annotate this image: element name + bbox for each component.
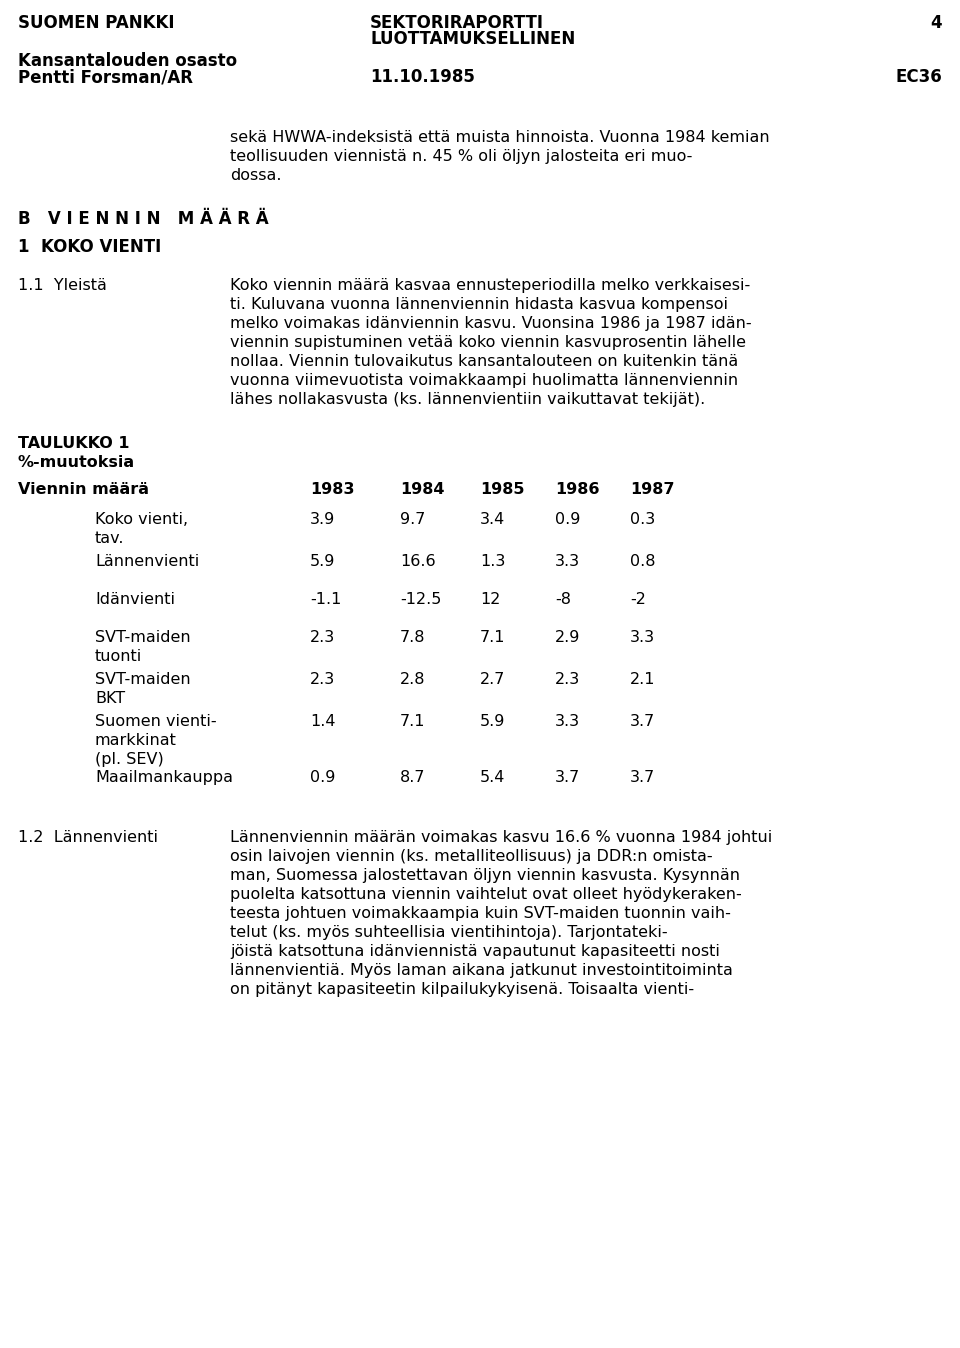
Text: 3.3: 3.3 <box>630 630 655 644</box>
Text: Koko vienti,: Koko vienti, <box>95 512 188 527</box>
Text: 1.3: 1.3 <box>480 554 505 569</box>
Text: nollaa. Viennin tulovaikutus kansantalouteen on kuitenkin tänä: nollaa. Viennin tulovaikutus kansantalou… <box>230 355 738 369</box>
Text: 2.3: 2.3 <box>310 630 335 644</box>
Text: vuonna viimevuotista voimakkaampi huolimatta lännenviennin: vuonna viimevuotista voimakkaampi huolim… <box>230 373 738 388</box>
Text: 4: 4 <box>930 13 942 32</box>
Text: -1.1: -1.1 <box>310 592 342 607</box>
Text: B   V I E N N I N   M Ä Ä R Ä: B V I E N N I N M Ä Ä R Ä <box>18 210 269 228</box>
Text: 1.2  Lännenvienti: 1.2 Lännenvienti <box>18 830 158 845</box>
Text: SVT-maiden: SVT-maiden <box>95 630 191 644</box>
Text: 1985: 1985 <box>480 483 524 497</box>
Text: 2.3: 2.3 <box>310 673 335 687</box>
Text: 2.9: 2.9 <box>555 630 581 644</box>
Text: -12.5: -12.5 <box>400 592 442 607</box>
Text: 7.8: 7.8 <box>400 630 425 644</box>
Text: 2.8: 2.8 <box>400 673 425 687</box>
Text: lännenvientiä. Myös laman aikana jatkunut investointitoiminta: lännenvientiä. Myös laman aikana jatkunu… <box>230 962 732 979</box>
Text: Suomen vienti-: Suomen vienti- <box>95 714 217 729</box>
Text: EC36: EC36 <box>896 67 942 86</box>
Text: osin laivojen viennin (ks. metalliteollisuus) ja DDR:n omista-: osin laivojen viennin (ks. metalliteolli… <box>230 849 712 864</box>
Text: 11.10.1985: 11.10.1985 <box>370 67 475 86</box>
Text: 2.1: 2.1 <box>630 673 656 687</box>
Text: 16.6: 16.6 <box>400 554 436 569</box>
Text: Lännenviennin määrän voimakas kasvu 16.6 % vuonna 1984 johtui: Lännenviennin määrän voimakas kasvu 16.6… <box>230 830 772 845</box>
Text: viennin supistuminen vetää koko viennin kasvuprosentin lähelle: viennin supistuminen vetää koko viennin … <box>230 336 746 350</box>
Text: Pentti Forsman/AR: Pentti Forsman/AR <box>18 67 193 86</box>
Text: SEKTORIRAPORTTI: SEKTORIRAPORTTI <box>370 13 544 32</box>
Text: 3.7: 3.7 <box>630 714 656 729</box>
Text: Lännenvienti: Lännenvienti <box>95 554 200 569</box>
Text: on pitänyt kapasiteetin kilpailukykyisenä. Toisaalta vienti-: on pitänyt kapasiteetin kilpailukykyisen… <box>230 981 694 998</box>
Text: teesta johtuen voimakkaampia kuin SVT-maiden tuonnin vaih-: teesta johtuen voimakkaampia kuin SVT-ma… <box>230 906 731 921</box>
Text: jöistä katsottuna idänviennistä vapautunut kapasiteetti nosti: jöistä katsottuna idänviennistä vapautun… <box>230 944 720 958</box>
Text: 2.3: 2.3 <box>555 673 580 687</box>
Text: Maailmankauppa: Maailmankauppa <box>95 770 233 785</box>
Text: 1  KOKO VIENTI: 1 KOKO VIENTI <box>18 239 161 256</box>
Text: markkinat: markkinat <box>95 733 177 748</box>
Text: Kansantalouden osasto: Kansantalouden osasto <box>18 53 237 70</box>
Text: melko voimakas idänviennin kasvu. Vuonsina 1986 ja 1987 idän-: melko voimakas idänviennin kasvu. Vuonsi… <box>230 315 752 332</box>
Text: BKT: BKT <box>95 692 125 706</box>
Text: telut (ks. myös suhteellisia vientihintoja). Tarjontateki-: telut (ks. myös suhteellisia vientihinto… <box>230 925 667 940</box>
Text: %-muutoksia: %-muutoksia <box>18 456 135 470</box>
Text: 5.9: 5.9 <box>480 714 505 729</box>
Text: -2: -2 <box>630 592 646 607</box>
Text: ti. Kuluvana vuonna lännenviennin hidasta kasvua kompensoi: ti. Kuluvana vuonna lännenviennin hidast… <box>230 297 728 311</box>
Text: lähes nollakasvusta (ks. lännenvientiin vaikuttavat tekijät).: lähes nollakasvusta (ks. lännenvientiin … <box>230 392 706 407</box>
Text: Viennin määrä: Viennin määrä <box>18 483 149 497</box>
Text: 1.4: 1.4 <box>310 714 335 729</box>
Text: 9.7: 9.7 <box>400 512 425 527</box>
Text: 1983: 1983 <box>310 483 354 497</box>
Text: tav.: tav. <box>95 531 125 546</box>
Text: 0.9: 0.9 <box>555 512 581 527</box>
Text: puolelta katsottuna viennin vaihtelut ovat olleet hyödykeraken-: puolelta katsottuna viennin vaihtelut ov… <box>230 887 742 902</box>
Text: 1987: 1987 <box>630 483 675 497</box>
Text: -8: -8 <box>555 592 571 607</box>
Text: 0.9: 0.9 <box>310 770 335 785</box>
Text: LUOTTAMUKSELLINEN: LUOTTAMUKSELLINEN <box>370 30 575 49</box>
Text: man, Suomessa jalostettavan öljyn viennin kasvusta. Kysynnän: man, Suomessa jalostettavan öljyn vienni… <box>230 868 740 883</box>
Text: 3.3: 3.3 <box>555 554 580 569</box>
Text: 3.7: 3.7 <box>630 770 656 785</box>
Text: 3.3: 3.3 <box>555 714 580 729</box>
Text: sekä HWWA-indeksistä että muista hinnoista. Vuonna 1984 kemian: sekä HWWA-indeksistä että muista hinnois… <box>230 129 770 146</box>
Text: 8.7: 8.7 <box>400 770 425 785</box>
Text: Idänvienti: Idänvienti <box>95 592 175 607</box>
Text: 3.7: 3.7 <box>555 770 580 785</box>
Text: 1986: 1986 <box>555 483 599 497</box>
Text: dossa.: dossa. <box>230 168 281 183</box>
Text: teollisuuden viennistä n. 45 % oli öljyn jalosteita eri muo-: teollisuuden viennistä n. 45 % oli öljyn… <box>230 150 692 164</box>
Text: 1.1  Yleistä: 1.1 Yleistä <box>18 278 107 293</box>
Text: 1984: 1984 <box>400 483 444 497</box>
Text: SUOMEN PANKKI: SUOMEN PANKKI <box>18 13 175 32</box>
Text: 7.1: 7.1 <box>480 630 506 644</box>
Text: Koko viennin määrä kasvaa ennusteperiodilla melko verkkaisesi-: Koko viennin määrä kasvaa ennusteperiodi… <box>230 278 751 293</box>
Text: tuonti: tuonti <box>95 648 142 665</box>
Text: 12: 12 <box>480 592 500 607</box>
Text: (pl. SEV): (pl. SEV) <box>95 752 164 767</box>
Text: 5.9: 5.9 <box>310 554 335 569</box>
Text: 5.4: 5.4 <box>480 770 505 785</box>
Text: 7.1: 7.1 <box>400 714 425 729</box>
Text: 0.3: 0.3 <box>630 512 656 527</box>
Text: TAULUKKO 1: TAULUKKO 1 <box>18 435 130 452</box>
Text: 2.7: 2.7 <box>480 673 505 687</box>
Text: 3.9: 3.9 <box>310 512 335 527</box>
Text: 3.4: 3.4 <box>480 512 505 527</box>
Text: 0.8: 0.8 <box>630 554 656 569</box>
Text: SVT-maiden: SVT-maiden <box>95 673 191 687</box>
